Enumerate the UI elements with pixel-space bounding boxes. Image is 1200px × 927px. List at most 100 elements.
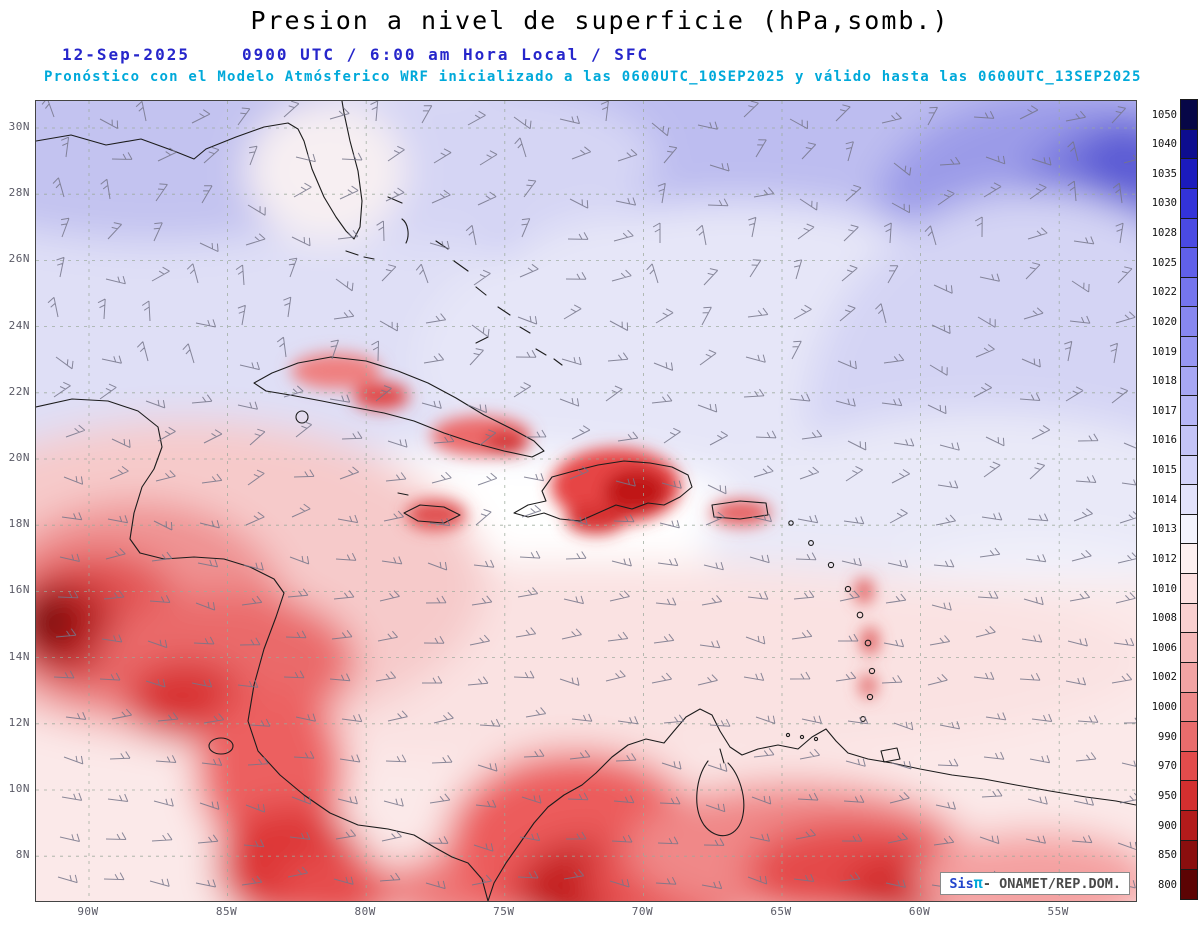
watermark-sis: Sis	[949, 876, 974, 892]
datetime-line: 12-Sep-2025 0900 UTC / 6:00 am Hora Loca…	[62, 45, 649, 64]
pressure-map-svg	[36, 101, 1136, 901]
colorbar-level: 950	[1146, 780, 1198, 811]
colorbar-value: 1019	[1151, 345, 1177, 358]
colorbar-value: 1028	[1151, 227, 1177, 240]
colorbar-swatch	[1180, 306, 1198, 337]
colorbar-swatch	[1180, 661, 1198, 693]
colorbar-swatch	[1180, 187, 1198, 219]
colorbar-value: 1014	[1151, 493, 1177, 506]
lon-label: 70W	[631, 905, 654, 918]
colorbar-level: 1000	[1146, 691, 1198, 723]
colorbar-swatch	[1180, 721, 1198, 752]
colorbar-swatch	[1180, 424, 1198, 456]
colorbar-value: 1022	[1151, 286, 1177, 299]
lat-label: 20N	[8, 451, 30, 464]
colorbar-value: 990	[1158, 730, 1177, 743]
colorbar-swatch	[1180, 484, 1198, 515]
colorbar-swatch	[1180, 276, 1198, 308]
lon-label: 55W	[1047, 905, 1069, 918]
lat-label: 8N	[15, 848, 30, 862]
colorbar-level: 1010	[1146, 573, 1198, 604]
colorbar-value: 1020	[1151, 315, 1177, 328]
colorbar-value: 1030	[1151, 197, 1177, 210]
colorbar-value: 900	[1158, 819, 1177, 832]
lat-label: 22N	[8, 384, 30, 398]
colorbar-swatch	[1180, 780, 1198, 811]
colorbar-level: 1006	[1146, 632, 1198, 663]
colorbar-level: 1018	[1146, 365, 1198, 397]
colorbar-level: 1008	[1146, 602, 1198, 634]
lat-label: 28N	[8, 186, 30, 200]
colorbar-value: 950	[1158, 789, 1177, 802]
watermark-rest: - ONAMET/REP.DOM.	[982, 876, 1121, 892]
colorbar-level: 1040	[1146, 128, 1198, 160]
colorbar-swatch	[1180, 336, 1198, 367]
colorbar-value: 1015	[1151, 464, 1177, 477]
colorbar-level: 1035	[1146, 158, 1198, 189]
colorbar-swatch	[1180, 454, 1198, 486]
colorbar-value: 1016	[1151, 434, 1177, 447]
lat-label: 24N	[8, 318, 30, 332]
colorbar-value: 800	[1158, 878, 1177, 891]
colorbar-value: 970	[1158, 760, 1177, 773]
lon-label: 75W	[493, 905, 515, 918]
colorbar-level: 1002	[1146, 661, 1198, 693]
wind-barbs	[41, 101, 1136, 890]
pressure-colorbar: 1050 1040 1035 1030 1028 1025 1022 1020 1019 1018…	[1146, 99, 1198, 900]
page-title: Presion a nivel de superficie (hPa,somb.…	[250, 6, 950, 35]
colorbar-swatch	[1180, 395, 1198, 426]
colorbar-level: 1019	[1146, 336, 1198, 367]
colorbar-swatch	[1180, 99, 1198, 130]
colorbar-value: 1017	[1151, 404, 1177, 417]
colorbar-level: 1014	[1146, 484, 1198, 515]
colorbar-value: 1018	[1151, 375, 1177, 388]
colorbar-level: 1016	[1146, 424, 1198, 456]
colorbar-level: 850	[1146, 839, 1198, 871]
colorbar-value: 850	[1158, 849, 1177, 862]
colorbar-value: 1008	[1151, 612, 1177, 625]
colorbar-swatch	[1180, 513, 1198, 545]
colorbar-level: 1030	[1146, 187, 1198, 219]
colorbar-level: 800	[1146, 869, 1198, 900]
lon-label: 60W	[908, 905, 931, 918]
colorbar-swatch	[1180, 247, 1198, 278]
latitude-axis: 30N 28N 26N 24N 22N 20N 18N 16N 14N 12N 10N 8N	[2, 100, 32, 900]
colorbar-swatch	[1180, 217, 1198, 249]
colorbar-swatch	[1180, 602, 1198, 634]
colorbar-swatch	[1180, 573, 1198, 604]
colorbar-level: 1012	[1146, 543, 1198, 574]
colorbar-value: 1025	[1151, 256, 1177, 269]
lat-label: 10N	[8, 782, 30, 795]
colorbar-swatch	[1180, 839, 1198, 871]
colorbar-value: 1000	[1151, 701, 1177, 714]
colorbar-swatch	[1180, 750, 1198, 782]
colorbar-value: 1013	[1151, 523, 1177, 536]
coastlines	[36, 101, 1136, 901]
lat-label: 14N	[8, 649, 30, 663]
colorbar-level: 1050	[1146, 99, 1198, 130]
lat-label: 30N	[8, 120, 30, 133]
colorbar-swatch	[1180, 543, 1198, 574]
time-text: 0900 UTC / 6:00 am Hora Local / SFC	[241, 45, 650, 64]
colorbar-level: 1015	[1146, 454, 1198, 486]
colorbar-value: 1050	[1151, 108, 1177, 121]
colorbar-swatch	[1180, 869, 1198, 900]
lon-label: 90W	[77, 905, 99, 918]
colorbar-level: 1025	[1146, 247, 1198, 278]
colorbar-level: 990	[1146, 721, 1198, 752]
pressure-shading	[36, 101, 1136, 901]
colorbar-value: 1010	[1151, 582, 1177, 595]
colorbar-swatch	[1180, 691, 1198, 723]
colorbar-value: 1002	[1151, 671, 1177, 684]
colorbar-swatch	[1180, 632, 1198, 663]
colorbar-value: 1006	[1151, 641, 1177, 654]
colorbar-swatch	[1180, 158, 1198, 189]
colorbar-level: 1017	[1146, 395, 1198, 426]
lat-label: 12N	[8, 715, 30, 729]
lat-label: 16N	[8, 583, 30, 597]
colorbar-level: 1022	[1146, 276, 1198, 308]
colorbar-level: 900	[1146, 810, 1198, 841]
colorbar-level: 1013	[1146, 513, 1198, 545]
colorbar-swatch	[1180, 128, 1198, 160]
latlon-grid	[36, 101, 1136, 901]
